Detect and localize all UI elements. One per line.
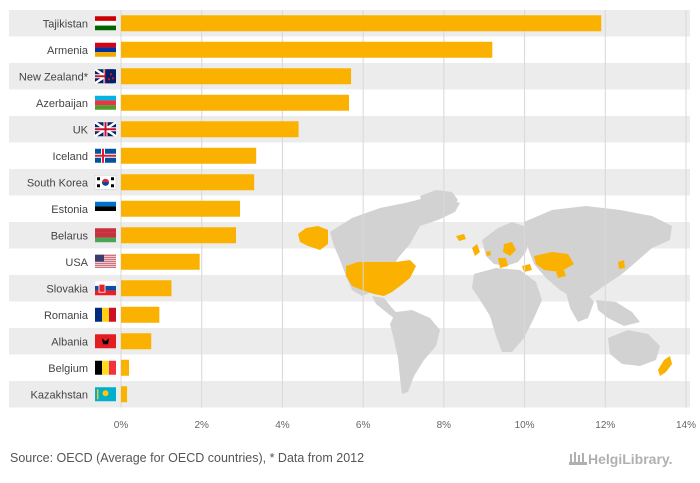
bars bbox=[121, 15, 602, 403]
flag-icon bbox=[95, 42, 116, 57]
category-label: Albania bbox=[51, 336, 89, 348]
map-greenland bbox=[420, 190, 458, 216]
bar bbox=[121, 147, 257, 164]
map-australia bbox=[608, 330, 660, 366]
flag-icon bbox=[95, 16, 116, 31]
flags bbox=[94, 16, 117, 402]
bar bbox=[121, 174, 255, 191]
bar bbox=[121, 94, 350, 111]
map-uk bbox=[472, 244, 480, 256]
x-tick-label: 4% bbox=[275, 420, 290, 431]
bar bbox=[121, 200, 241, 217]
category-label: Tajikistan bbox=[43, 18, 88, 30]
category-label: Kazakhstan bbox=[31, 389, 88, 401]
map-caucasus bbox=[522, 264, 532, 272]
flag-icon bbox=[94, 121, 117, 138]
brand-logo: HelgiLibrary. bbox=[588, 451, 673, 467]
category-label: Slovakia bbox=[46, 283, 88, 295]
flag-icon bbox=[95, 360, 116, 375]
x-tick-label: 6% bbox=[356, 420, 371, 431]
category-label: Romania bbox=[44, 310, 89, 322]
x-tick-label: 14% bbox=[676, 420, 696, 431]
bar bbox=[121, 68, 352, 85]
category-label: USA bbox=[65, 257, 88, 269]
category-label: New Zealand* bbox=[19, 71, 89, 83]
category-label: Estonia bbox=[51, 204, 89, 216]
bar bbox=[121, 386, 128, 403]
x-tick-label: 2% bbox=[194, 420, 209, 431]
category-label: Iceland bbox=[53, 151, 88, 163]
flag-icon bbox=[95, 387, 116, 402]
x-tick-label: 0% bbox=[114, 420, 129, 431]
x-tick-label: 12% bbox=[595, 420, 615, 431]
flag-icon bbox=[95, 281, 116, 296]
bar bbox=[121, 253, 200, 270]
flag-icon bbox=[95, 201, 116, 216]
map-south-america bbox=[390, 310, 440, 394]
flag-icon bbox=[95, 228, 116, 243]
map-iceland bbox=[456, 234, 466, 241]
x-tick-label: 10% bbox=[515, 420, 535, 431]
map-new-zealand bbox=[658, 356, 672, 376]
flag-icon bbox=[95, 307, 116, 322]
map-eastern-europe bbox=[503, 242, 516, 256]
category-label: Belarus bbox=[51, 230, 89, 242]
map-alaska bbox=[298, 226, 328, 250]
category-label: UK bbox=[73, 124, 89, 136]
category-label: Azerbaijan bbox=[36, 98, 88, 110]
map-balkans bbox=[498, 258, 508, 268]
category-labels: Tajikistan Armenia New Zealand* Azerbaijan U… bbox=[19, 18, 89, 401]
bar bbox=[121, 359, 130, 376]
category-label: Armenia bbox=[47, 45, 89, 57]
bar bbox=[121, 280, 172, 297]
map-tajikistan bbox=[556, 270, 566, 278]
flag-icon bbox=[95, 95, 116, 110]
bar bbox=[121, 121, 299, 138]
flag-icon bbox=[94, 68, 117, 85]
category-label: Belgium bbox=[48, 363, 88, 375]
map-south-korea bbox=[618, 260, 625, 269]
x-tick-label: 8% bbox=[437, 420, 452, 431]
category-label: South Korea bbox=[27, 177, 89, 189]
x-tick-labels: 0% 2% 4% 6% 8% 10% 12% 14% bbox=[114, 420, 696, 431]
flag-icon bbox=[95, 254, 116, 269]
flag-icon bbox=[94, 175, 117, 190]
source-note: Source: OECD (Average for OECD countries… bbox=[10, 451, 365, 465]
bar bbox=[121, 15, 602, 32]
bar bbox=[121, 41, 493, 58]
library-icon bbox=[569, 452, 587, 465]
map-belgium bbox=[486, 251, 491, 256]
map-southeast-asia bbox=[596, 300, 640, 326]
flag-icon bbox=[95, 334, 116, 349]
bar bbox=[121, 333, 152, 350]
map-central-america bbox=[372, 296, 400, 320]
bar bbox=[121, 227, 237, 244]
map-kazakhstan bbox=[534, 252, 574, 272]
map-south-asia bbox=[566, 290, 594, 322]
flag-icon bbox=[95, 148, 116, 163]
bar bbox=[121, 306, 160, 323]
